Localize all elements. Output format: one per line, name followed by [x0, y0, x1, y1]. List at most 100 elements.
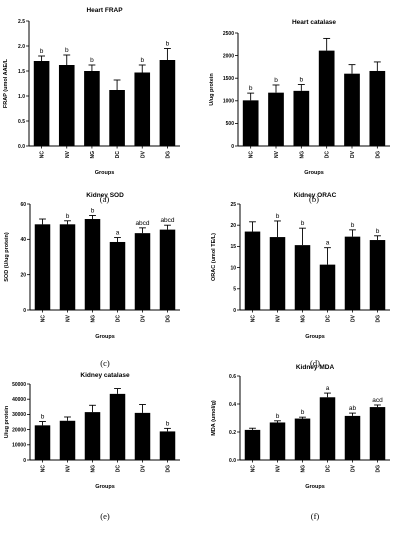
- x-tick-label: NV: [276, 464, 282, 472]
- bar: [269, 422, 286, 460]
- y-axis-title: ORAC (umol TE/L): [211, 233, 217, 281]
- x-tick-label: DC: [116, 465, 122, 473]
- bar: [58, 65, 75, 146]
- bar: [84, 71, 100, 146]
- bar: [294, 418, 311, 460]
- y-axis-title: U/ug protein: [209, 73, 215, 106]
- y-tick-label: 10: [230, 265, 236, 271]
- significance-letter: b: [276, 213, 280, 220]
- y-tick-label: 30000: [12, 412, 26, 418]
- significance-letter: a: [116, 230, 120, 237]
- y-tick-label: 20: [20, 272, 26, 278]
- bar: [344, 73, 360, 146]
- bar: [344, 415, 361, 460]
- x-tick-label: NG: [90, 151, 96, 159]
- x-tick-label: DV: [140, 150, 146, 158]
- y-tick-label: 1500: [223, 76, 234, 82]
- x-axis-title: Groups: [95, 334, 115, 340]
- bar: [159, 229, 176, 310]
- x-tick-label: NC: [41, 315, 47, 323]
- bar: [294, 245, 311, 310]
- significance-letter: b: [249, 85, 253, 92]
- bar: [319, 264, 336, 310]
- significance-letter: b: [40, 48, 44, 55]
- y-tick-label: 0.0: [229, 458, 236, 464]
- significance-letter: b: [166, 420, 170, 427]
- x-tick-label: DV: [351, 464, 357, 472]
- significance-letter: abcd: [160, 217, 174, 224]
- x-axis-title: Groups: [305, 484, 325, 490]
- x-tick-label: DC: [116, 315, 122, 323]
- bar: [269, 237, 286, 310]
- significance-letter: b: [301, 220, 305, 227]
- x-tick-label: DV: [351, 314, 357, 322]
- y-axis-title: MDA (umol/g): [211, 400, 217, 436]
- bar: [59, 224, 76, 310]
- x-tick-label: DC: [326, 315, 332, 323]
- y-axis-title: FRAP (umol AAE/L: [3, 58, 9, 108]
- bar: [33, 61, 50, 146]
- y-tick-label: 0: [23, 458, 26, 464]
- significance-letter: b: [91, 207, 95, 214]
- y-tick-label: 0.5: [18, 119, 25, 125]
- y-tick-label: 500: [226, 121, 235, 127]
- x-axis-title: Groups: [304, 170, 324, 176]
- panel-caption: (f): [311, 511, 320, 521]
- y-tick-label: 2.5: [18, 19, 25, 25]
- bar: [134, 233, 151, 310]
- bar: [244, 231, 261, 310]
- x-tick-label: NV: [274, 150, 280, 158]
- significance-letter: b: [300, 77, 304, 84]
- significance-letter: b: [41, 414, 45, 421]
- chart-panel-6: Kidney MDA 0.0 0.2 0.4 0.6 NC b NV b NG a DC ab DV acd…: [211, 364, 390, 521]
- bar: [369, 70, 386, 146]
- x-tick-label: NG: [299, 151, 305, 159]
- y-tick-label: 0.2: [229, 430, 236, 436]
- chart-title: Kidney MDA: [296, 364, 335, 371]
- bar: [159, 431, 176, 460]
- significance-letter: abcd: [135, 220, 149, 227]
- bar: [109, 90, 125, 146]
- chart-title: Kidney ORAC: [294, 192, 337, 199]
- bar: [34, 224, 51, 310]
- x-tick-label: NV: [66, 464, 72, 472]
- y-tick-label: 20: [230, 223, 236, 229]
- y-tick-label: 1.5: [18, 69, 25, 75]
- y-tick-label: 0: [233, 308, 236, 314]
- significance-letter: b: [66, 213, 70, 220]
- significance-letter: b: [351, 222, 355, 229]
- y-tick-label: 0.0: [18, 144, 25, 150]
- significance-letter: b: [276, 413, 280, 420]
- y-tick-label: 20000: [12, 427, 26, 433]
- significance-letter: ab: [349, 405, 357, 412]
- x-tick-label: NC: [40, 151, 46, 159]
- y-tick-label: 2000: [223, 53, 234, 59]
- x-tick-label: DG: [375, 151, 381, 159]
- significance-letter: b: [90, 57, 94, 64]
- y-tick-label: 0.6: [229, 374, 236, 380]
- x-tick-label: NC: [249, 151, 255, 159]
- chart-panel-1: Heart FRAP 0.0 0.5 1.0 1.5 2.0 2.5 b NC b NV b NG DC b…: [3, 7, 180, 204]
- bar: [344, 236, 361, 310]
- significance-letter: b: [65, 47, 69, 54]
- chart-panel-4: Kidney ORAC 0 5 10 15 20 25 NC b NV b NG a DC b DV b DG Gr…: [211, 192, 390, 368]
- y-tick-label: 1000: [223, 99, 234, 105]
- y-tick-label: 40000: [12, 397, 26, 403]
- panel-caption: (a): [100, 194, 110, 204]
- bar: [34, 425, 51, 460]
- bar: [293, 90, 310, 146]
- y-tick-label: 60: [20, 202, 26, 208]
- x-tick-label: DV: [141, 464, 147, 472]
- x-tick-label: DG: [376, 465, 382, 473]
- panel-caption: (e): [100, 511, 110, 521]
- x-tick-label: DG: [376, 315, 382, 323]
- bar: [244, 429, 261, 460]
- significance-letter: b: [166, 41, 170, 48]
- y-tick-label: 0.4: [229, 402, 236, 408]
- y-tick-label: 50000: [12, 382, 26, 388]
- y-tick-label: 0: [23, 308, 26, 314]
- bar: [84, 219, 101, 310]
- x-axis-title: Groups: [95, 484, 115, 490]
- significance-letter: a: [326, 385, 330, 392]
